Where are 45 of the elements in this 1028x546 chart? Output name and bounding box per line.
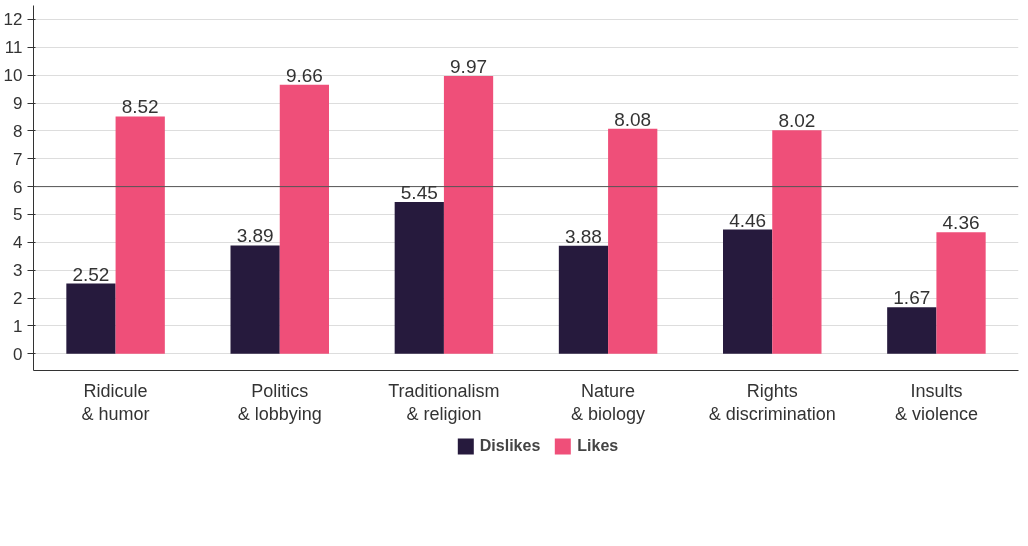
data-label: 9.66 (285, 64, 323, 86)
y-tick-label: 12 (3, 10, 23, 30)
data-label: 8.02 (778, 110, 816, 132)
data-label: 3.88 (564, 225, 602, 247)
data-label: 1.67 (893, 287, 931, 309)
data-label: 5.45 (400, 181, 438, 203)
bar (936, 232, 986, 354)
bar (66, 283, 116, 354)
category-label: Rights & discrimination (708, 380, 836, 424)
data-label: 3.89 (236, 225, 274, 247)
legend-label: Likes (577, 437, 619, 455)
y-tick-label: 2 (13, 289, 23, 309)
y-tick-label: 3 (13, 261, 23, 281)
bar (279, 84, 329, 354)
category-label: Nature & biology (571, 380, 646, 424)
bar (394, 201, 444, 354)
data-label: 4.36 (942, 212, 980, 234)
y-tick-label: 1 (13, 316, 23, 336)
bar (230, 245, 280, 354)
y-tick-label: 11 (4, 38, 23, 58)
y-tick-label: 4 (13, 233, 23, 253)
bar (443, 75, 494, 354)
bar (558, 245, 609, 354)
y-tick-label: 9 (13, 94, 23, 114)
y-tick-label: 10 (3, 66, 23, 86)
category-label: Traditionalism & religion (388, 380, 500, 424)
category-label: Insults & violence (894, 380, 978, 424)
bar (772, 130, 822, 354)
legend-label: Dislikes (479, 437, 541, 455)
y-tick-label: 0 (13, 344, 23, 364)
data-label: 8.52 (121, 96, 159, 118)
bar (723, 229, 773, 354)
y-tick-label: 5 (13, 205, 23, 225)
y-tick-label: 8 (13, 121, 23, 141)
data-label: 2.52 (72, 263, 110, 285)
y-tick-label: 6 (13, 177, 23, 197)
data-label: 9.97 (450, 55, 488, 77)
bar (608, 128, 658, 354)
category-label: Politics & lobbying (237, 380, 322, 424)
y-tick-label: 7 (13, 149, 23, 169)
data-label: 8.08 (614, 108, 652, 130)
category-label: Ridicule & humor (81, 380, 150, 424)
bar (887, 307, 937, 354)
data-label: 4.46 (729, 209, 767, 231)
bar (115, 116, 165, 354)
